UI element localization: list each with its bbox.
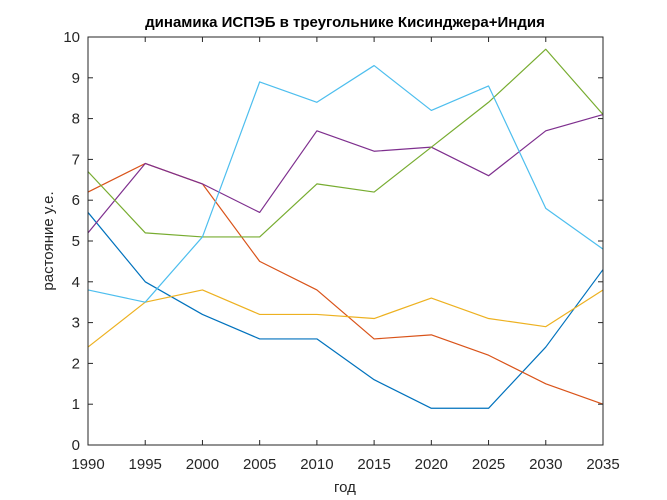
- series-line-6: [87, 64, 604, 303]
- plot-area: [88, 37, 603, 445]
- y-tick-label: 3: [72, 315, 80, 332]
- y-tick-label: 0: [72, 437, 80, 454]
- y-axis-label: растояние у.е.: [40, 191, 57, 290]
- x-tick-label: 2025: [472, 456, 505, 473]
- y-tick-label: 9: [72, 70, 80, 87]
- y-tick-label: 8: [72, 111, 80, 128]
- x-axis-label: год: [334, 479, 356, 496]
- y-tick-label: 5: [72, 233, 80, 250]
- x-tick-label: 2015: [357, 456, 390, 473]
- y-tick-label: 4: [72, 274, 80, 291]
- y-tick-label: 7: [72, 151, 80, 168]
- series-line-4: [87, 113, 604, 234]
- x-axis-ticks: 1990 1995 2000 2005 2010 2015 2020 2025 2030 2035: [71, 37, 620, 473]
- x-tick-label: 2005: [243, 456, 276, 473]
- chart-title: динамика ИСПЭБ в треугольнике Кисинджера…: [145, 14, 545, 31]
- x-tick-label: 1990: [71, 456, 104, 473]
- y-tick-label: 6: [72, 192, 80, 209]
- x-tick-label: 2010: [300, 456, 333, 473]
- series-line-1: [87, 212, 604, 409]
- series-line-3: [87, 289, 604, 348]
- x-tick-label: 2035: [586, 456, 619, 473]
- x-tick-label: 2030: [529, 456, 562, 473]
- y-tick-label: 1: [72, 396, 80, 413]
- x-tick-label: 2000: [186, 456, 219, 473]
- y-axis-ticks: 0 1 2 3 4 5 6 7 8 9 10: [63, 29, 603, 454]
- x-tick-label: 2020: [415, 456, 448, 473]
- x-tick-label: 1995: [129, 456, 162, 473]
- series-line-5: [87, 48, 604, 238]
- y-tick-label: 10: [63, 29, 80, 46]
- series-layer: [87, 48, 604, 409]
- y-tick-label: 2: [72, 355, 80, 372]
